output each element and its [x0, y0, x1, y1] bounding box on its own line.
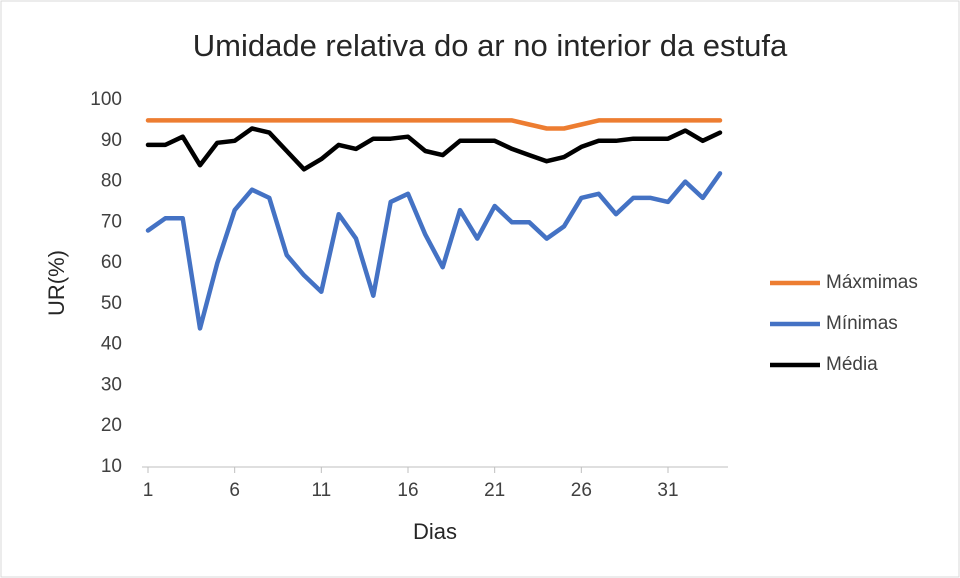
x-tick-label: 26 — [571, 480, 592, 501]
x-tick-label: 21 — [484, 480, 505, 501]
legend-label: Mínimas — [826, 313, 898, 334]
x-tick-label: 6 — [229, 480, 240, 501]
y-tick-label: 60 — [101, 252, 122, 273]
x-axis-label: Dias — [413, 519, 457, 544]
x-tick-label: 31 — [657, 480, 678, 501]
y-tick-label: 40 — [101, 334, 122, 355]
y-tick-label: 70 — [101, 211, 122, 232]
series-line — [145, 126, 723, 172]
legend-label: Média — [826, 354, 878, 375]
y-tick-label: 50 — [101, 293, 122, 314]
series-line — [145, 118, 723, 131]
y-tick-label: 90 — [101, 130, 122, 151]
x-tick-label: 16 — [397, 480, 418, 501]
y-tick-label: 30 — [101, 374, 122, 395]
chart-title: Umidade relativa do ar no interior da es… — [193, 28, 788, 63]
y-axis-label: UR(%) — [44, 250, 69, 316]
y-tick-label: 100 — [90, 89, 122, 110]
y-tick-label: 10 — [101, 456, 122, 477]
x-tick-label: 1 — [143, 480, 154, 501]
y-tick-label: 80 — [101, 171, 122, 192]
series-line — [145, 171, 723, 331]
x-tick-label: 11 — [311, 480, 331, 501]
legend-label: Máxmimas — [826, 272, 918, 293]
y-tick-label: 20 — [101, 415, 122, 436]
